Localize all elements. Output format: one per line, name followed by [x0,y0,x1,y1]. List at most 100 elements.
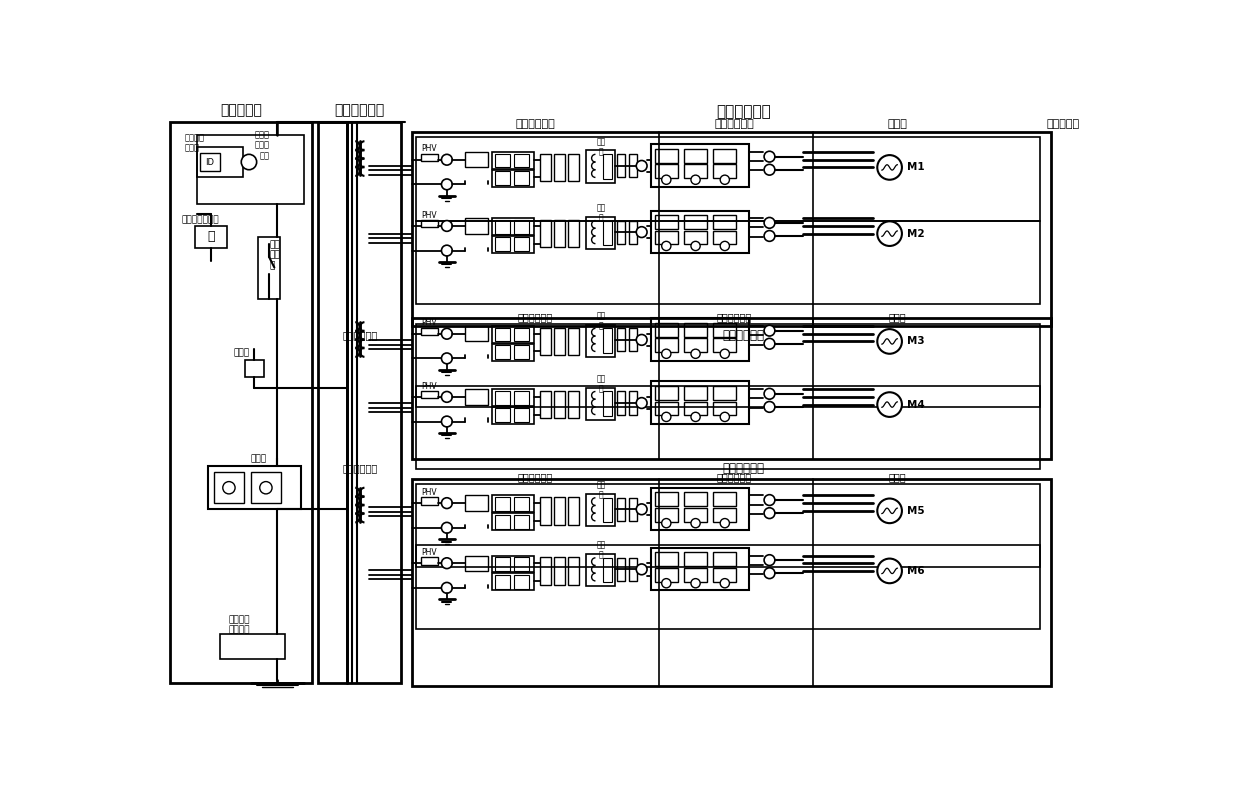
Bar [568,390,579,418]
Bar [465,152,487,167]
Circle shape [691,242,701,250]
Bar [713,493,737,506]
Bar [495,328,510,341]
Text: 牵引变流器柜: 牵引变流器柜 [722,462,764,475]
Circle shape [720,579,729,588]
Circle shape [441,497,453,508]
Text: M3: M3 [906,337,924,346]
Bar [495,409,510,422]
Bar [250,472,281,503]
Bar [554,497,564,525]
Bar [655,230,678,245]
Circle shape [764,165,775,175]
Text: 电抗
柜: 电抗 柜 [596,374,605,394]
Bar [618,558,625,581]
Bar [713,338,737,352]
Bar [684,402,707,415]
Bar [684,323,707,337]
Bar [651,318,749,360]
Bar [422,390,439,398]
Bar [684,215,707,229]
Bar [219,634,285,659]
Text: 电抗
柜: 电抗 柜 [596,540,605,560]
Bar [491,496,534,512]
Text: 高压开关柜: 高压开关柜 [219,104,262,117]
Circle shape [764,338,775,349]
Bar [495,219,510,234]
Text: 高压电压互感器: 高压电压互感器 [181,215,218,224]
Circle shape [441,154,453,165]
Bar [195,226,227,247]
Circle shape [877,221,901,246]
Bar [713,568,737,581]
Bar [417,324,1040,407]
Text: 逆变器: 逆变器 [888,120,908,129]
Circle shape [636,564,647,575]
Bar [713,323,737,337]
Text: 牵引变流器柜: 牵引变流器柜 [722,329,764,342]
Bar [541,390,551,418]
Bar [491,407,534,424]
Circle shape [720,175,729,185]
Text: PHV: PHV [422,318,436,327]
Bar [655,553,678,566]
Bar [541,557,551,584]
Bar [491,344,534,360]
Bar [603,391,613,416]
Bar [629,154,637,177]
Bar [197,147,243,177]
Bar [684,568,707,581]
Text: 电能表: 电能表 [250,454,267,463]
Text: ID: ID [205,158,215,166]
Circle shape [720,349,729,358]
Bar [417,137,1040,220]
Bar [495,497,510,511]
Circle shape [662,349,671,358]
Bar [651,548,749,590]
Text: PHV: PHV [422,382,436,390]
Bar [412,478,1052,687]
Circle shape [764,402,775,413]
Text: 中间直流回路: 中间直流回路 [717,312,751,322]
Bar [541,328,551,356]
Circle shape [764,554,775,565]
Bar [554,557,564,584]
Bar [684,149,707,163]
Bar [618,391,625,414]
Bar [513,154,529,167]
Text: 牵引变压器柜: 牵引变压器柜 [343,463,378,474]
Circle shape [764,495,775,505]
Bar [201,153,219,171]
Bar [465,555,487,571]
Bar [655,164,678,178]
Bar [495,345,510,359]
Circle shape [764,326,775,336]
Circle shape [720,413,729,421]
Bar [655,215,678,229]
Circle shape [877,558,901,583]
Bar [684,386,707,400]
Bar [618,220,625,244]
Bar [197,135,304,204]
Bar [412,132,1052,326]
Text: 四象限整流器: 四象限整流器 [516,120,556,129]
Circle shape [662,242,671,250]
Circle shape [441,582,453,593]
Circle shape [877,498,901,524]
Bar [655,149,678,163]
Circle shape [764,568,775,579]
Bar [684,338,707,352]
Circle shape [636,504,647,515]
Bar [513,575,529,588]
Text: M6: M6 [906,566,924,576]
Text: 避雷器: 避雷器 [233,348,249,357]
Circle shape [636,161,647,171]
Bar [491,389,534,406]
Text: 过流保护
继电器: 过流保护 继电器 [185,133,205,153]
Text: 牵引变压器柜: 牵引变压器柜 [335,104,384,117]
Text: 中间直流回路: 中间直流回路 [714,120,754,129]
Bar [713,386,737,400]
Bar [684,164,707,178]
Circle shape [764,218,775,228]
Bar [587,150,615,183]
